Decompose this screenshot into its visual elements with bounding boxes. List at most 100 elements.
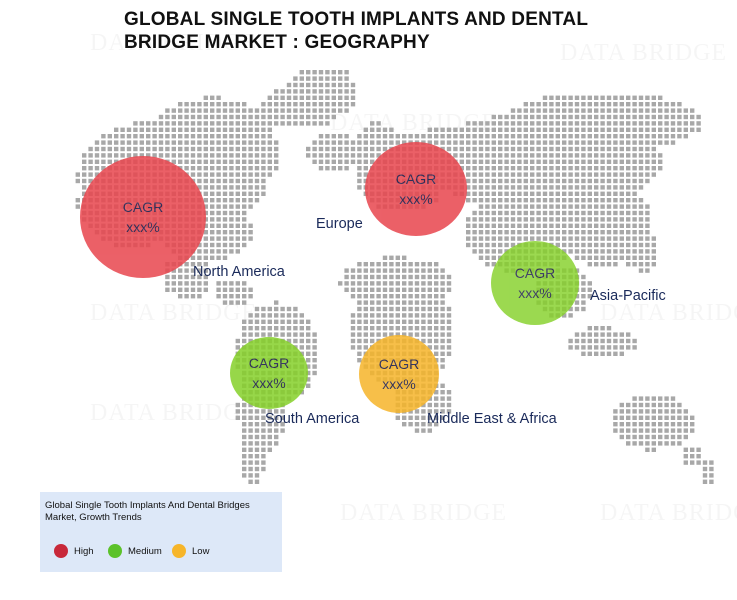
map-dot bbox=[594, 127, 599, 132]
map-dot bbox=[274, 319, 279, 324]
map-dot bbox=[357, 153, 362, 158]
map-dot bbox=[254, 434, 260, 440]
page-title: GLOBAL SINGLE TOOTH IMPLANTS AND DENTAL … bbox=[124, 8, 684, 54]
map-dot bbox=[472, 236, 477, 241]
map-dot bbox=[542, 159, 548, 164]
map-dot bbox=[293, 306, 298, 312]
map-dot bbox=[165, 146, 170, 152]
map-dot bbox=[235, 153, 240, 158]
map-dot bbox=[389, 306, 394, 312]
map-dot bbox=[530, 204, 535, 209]
map-dot bbox=[414, 326, 420, 331]
map-dot bbox=[651, 396, 656, 401]
map-dot bbox=[664, 127, 669, 132]
map-dot bbox=[248, 441, 253, 446]
map-dot bbox=[344, 153, 349, 158]
map-dot bbox=[350, 274, 356, 280]
map-dot bbox=[651, 236, 656, 241]
map-dot bbox=[523, 217, 528, 222]
map-dot bbox=[632, 191, 637, 196]
map-dot bbox=[568, 345, 573, 350]
map-dot bbox=[376, 262, 381, 267]
map-dot bbox=[165, 281, 170, 286]
map-dot bbox=[75, 198, 80, 203]
map-dot bbox=[344, 134, 349, 139]
map-dot bbox=[126, 153, 132, 158]
map-dot bbox=[587, 217, 592, 222]
map-dot bbox=[619, 95, 624, 100]
map-dot bbox=[446, 319, 452, 324]
map-dot bbox=[357, 262, 362, 267]
map-dot bbox=[626, 166, 631, 171]
map-dot bbox=[555, 134, 560, 139]
map-dot bbox=[542, 153, 548, 158]
map-dot bbox=[478, 166, 484, 171]
map-dot bbox=[574, 249, 580, 254]
map-dot bbox=[613, 217, 618, 222]
map-dot bbox=[581, 217, 586, 222]
map-dot bbox=[203, 255, 208, 260]
map-dot bbox=[210, 102, 215, 107]
map-dot bbox=[626, 191, 631, 196]
legend-item-medium: Medium bbox=[108, 544, 162, 558]
map-dot bbox=[222, 114, 228, 120]
map-dot bbox=[242, 300, 247, 305]
map-dot bbox=[702, 460, 708, 465]
map-dot bbox=[318, 146, 324, 152]
map-dot bbox=[434, 274, 439, 280]
map-dot bbox=[184, 294, 189, 299]
map-dot bbox=[402, 134, 407, 139]
map-dot bbox=[658, 402, 663, 408]
map-dot bbox=[626, 255, 631, 260]
map-dot bbox=[549, 191, 554, 196]
map-dot bbox=[357, 166, 362, 171]
map-dot bbox=[261, 415, 266, 420]
map-dot bbox=[216, 204, 221, 209]
map-dot bbox=[523, 198, 528, 203]
map-dot bbox=[382, 268, 388, 273]
map-dot bbox=[645, 236, 650, 241]
map-dot bbox=[408, 134, 413, 139]
map-dot bbox=[664, 102, 669, 107]
map-dot bbox=[88, 146, 93, 152]
map-dot bbox=[261, 441, 266, 446]
map-dot bbox=[357, 345, 362, 350]
map-dot bbox=[530, 217, 535, 222]
map-dot bbox=[446, 402, 452, 408]
map-dot bbox=[472, 191, 477, 196]
map-dot bbox=[235, 230, 240, 235]
map-dot bbox=[216, 223, 221, 228]
map-dot bbox=[549, 153, 554, 158]
map-dot bbox=[600, 217, 605, 222]
map-dot bbox=[171, 153, 176, 158]
map-dot bbox=[491, 204, 496, 209]
map-dot bbox=[466, 146, 471, 152]
map-dot bbox=[626, 108, 631, 113]
map-dot bbox=[427, 402, 432, 408]
map-dot bbox=[632, 236, 637, 241]
map-dot bbox=[325, 89, 330, 94]
map-dot bbox=[670, 121, 676, 126]
map-dot bbox=[402, 262, 407, 267]
map-dot bbox=[613, 140, 618, 145]
map-dot bbox=[510, 146, 516, 152]
map-dot bbox=[670, 140, 676, 145]
map-dot bbox=[395, 268, 400, 273]
map-dot bbox=[178, 127, 183, 132]
map-dot bbox=[414, 294, 420, 299]
map-dot bbox=[184, 166, 189, 171]
map-dot bbox=[626, 441, 631, 446]
map-dot bbox=[306, 377, 311, 382]
map-dot bbox=[235, 345, 240, 350]
map-dot bbox=[254, 332, 260, 337]
map-dot bbox=[523, 121, 528, 126]
map-dot bbox=[267, 434, 272, 440]
map-dot bbox=[382, 294, 388, 299]
map-dot bbox=[280, 121, 285, 126]
map-dot bbox=[344, 287, 349, 292]
map-dot bbox=[574, 146, 580, 152]
map-dot bbox=[203, 178, 208, 184]
map-dot bbox=[248, 191, 253, 196]
map-dot bbox=[363, 140, 368, 145]
map-dot bbox=[178, 153, 183, 158]
